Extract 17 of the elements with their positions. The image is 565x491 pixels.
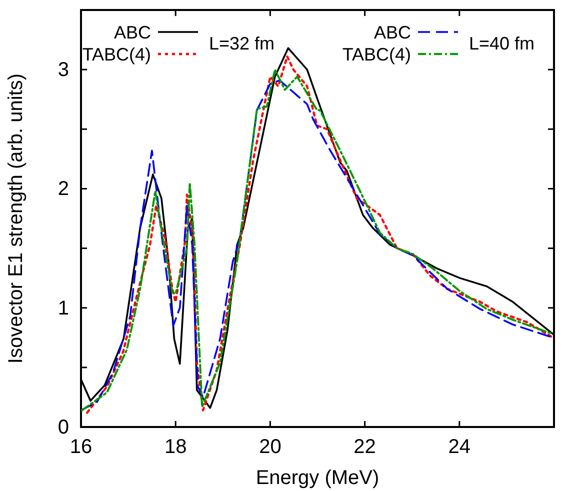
legend-label: ABC [114,22,151,42]
x-tick-label: 22 [354,436,376,458]
y-tick-label: 3 [58,58,69,81]
annotation: L=40 fm [469,33,535,54]
legend-label: ABC [374,22,411,42]
x-tick-label: 18 [164,436,187,458]
x-axis-title: Energy (MeV) [256,467,380,489]
x-tick-label: 16 [70,436,92,458]
y-axis-title: Isovector E1 strength (arb. units) [5,73,27,364]
y-tick-label: 0 [58,416,69,438]
x-tick-label: 24 [448,436,471,458]
legend-label: TABC(4) [82,44,151,64]
annotation: L=32 fm [209,33,275,54]
y-tick-label: 1 [58,297,69,320]
x-tick-label: 20 [259,436,282,458]
legend-label: TABC(4) [342,44,411,64]
y-tick-label: 2 [58,178,69,200]
